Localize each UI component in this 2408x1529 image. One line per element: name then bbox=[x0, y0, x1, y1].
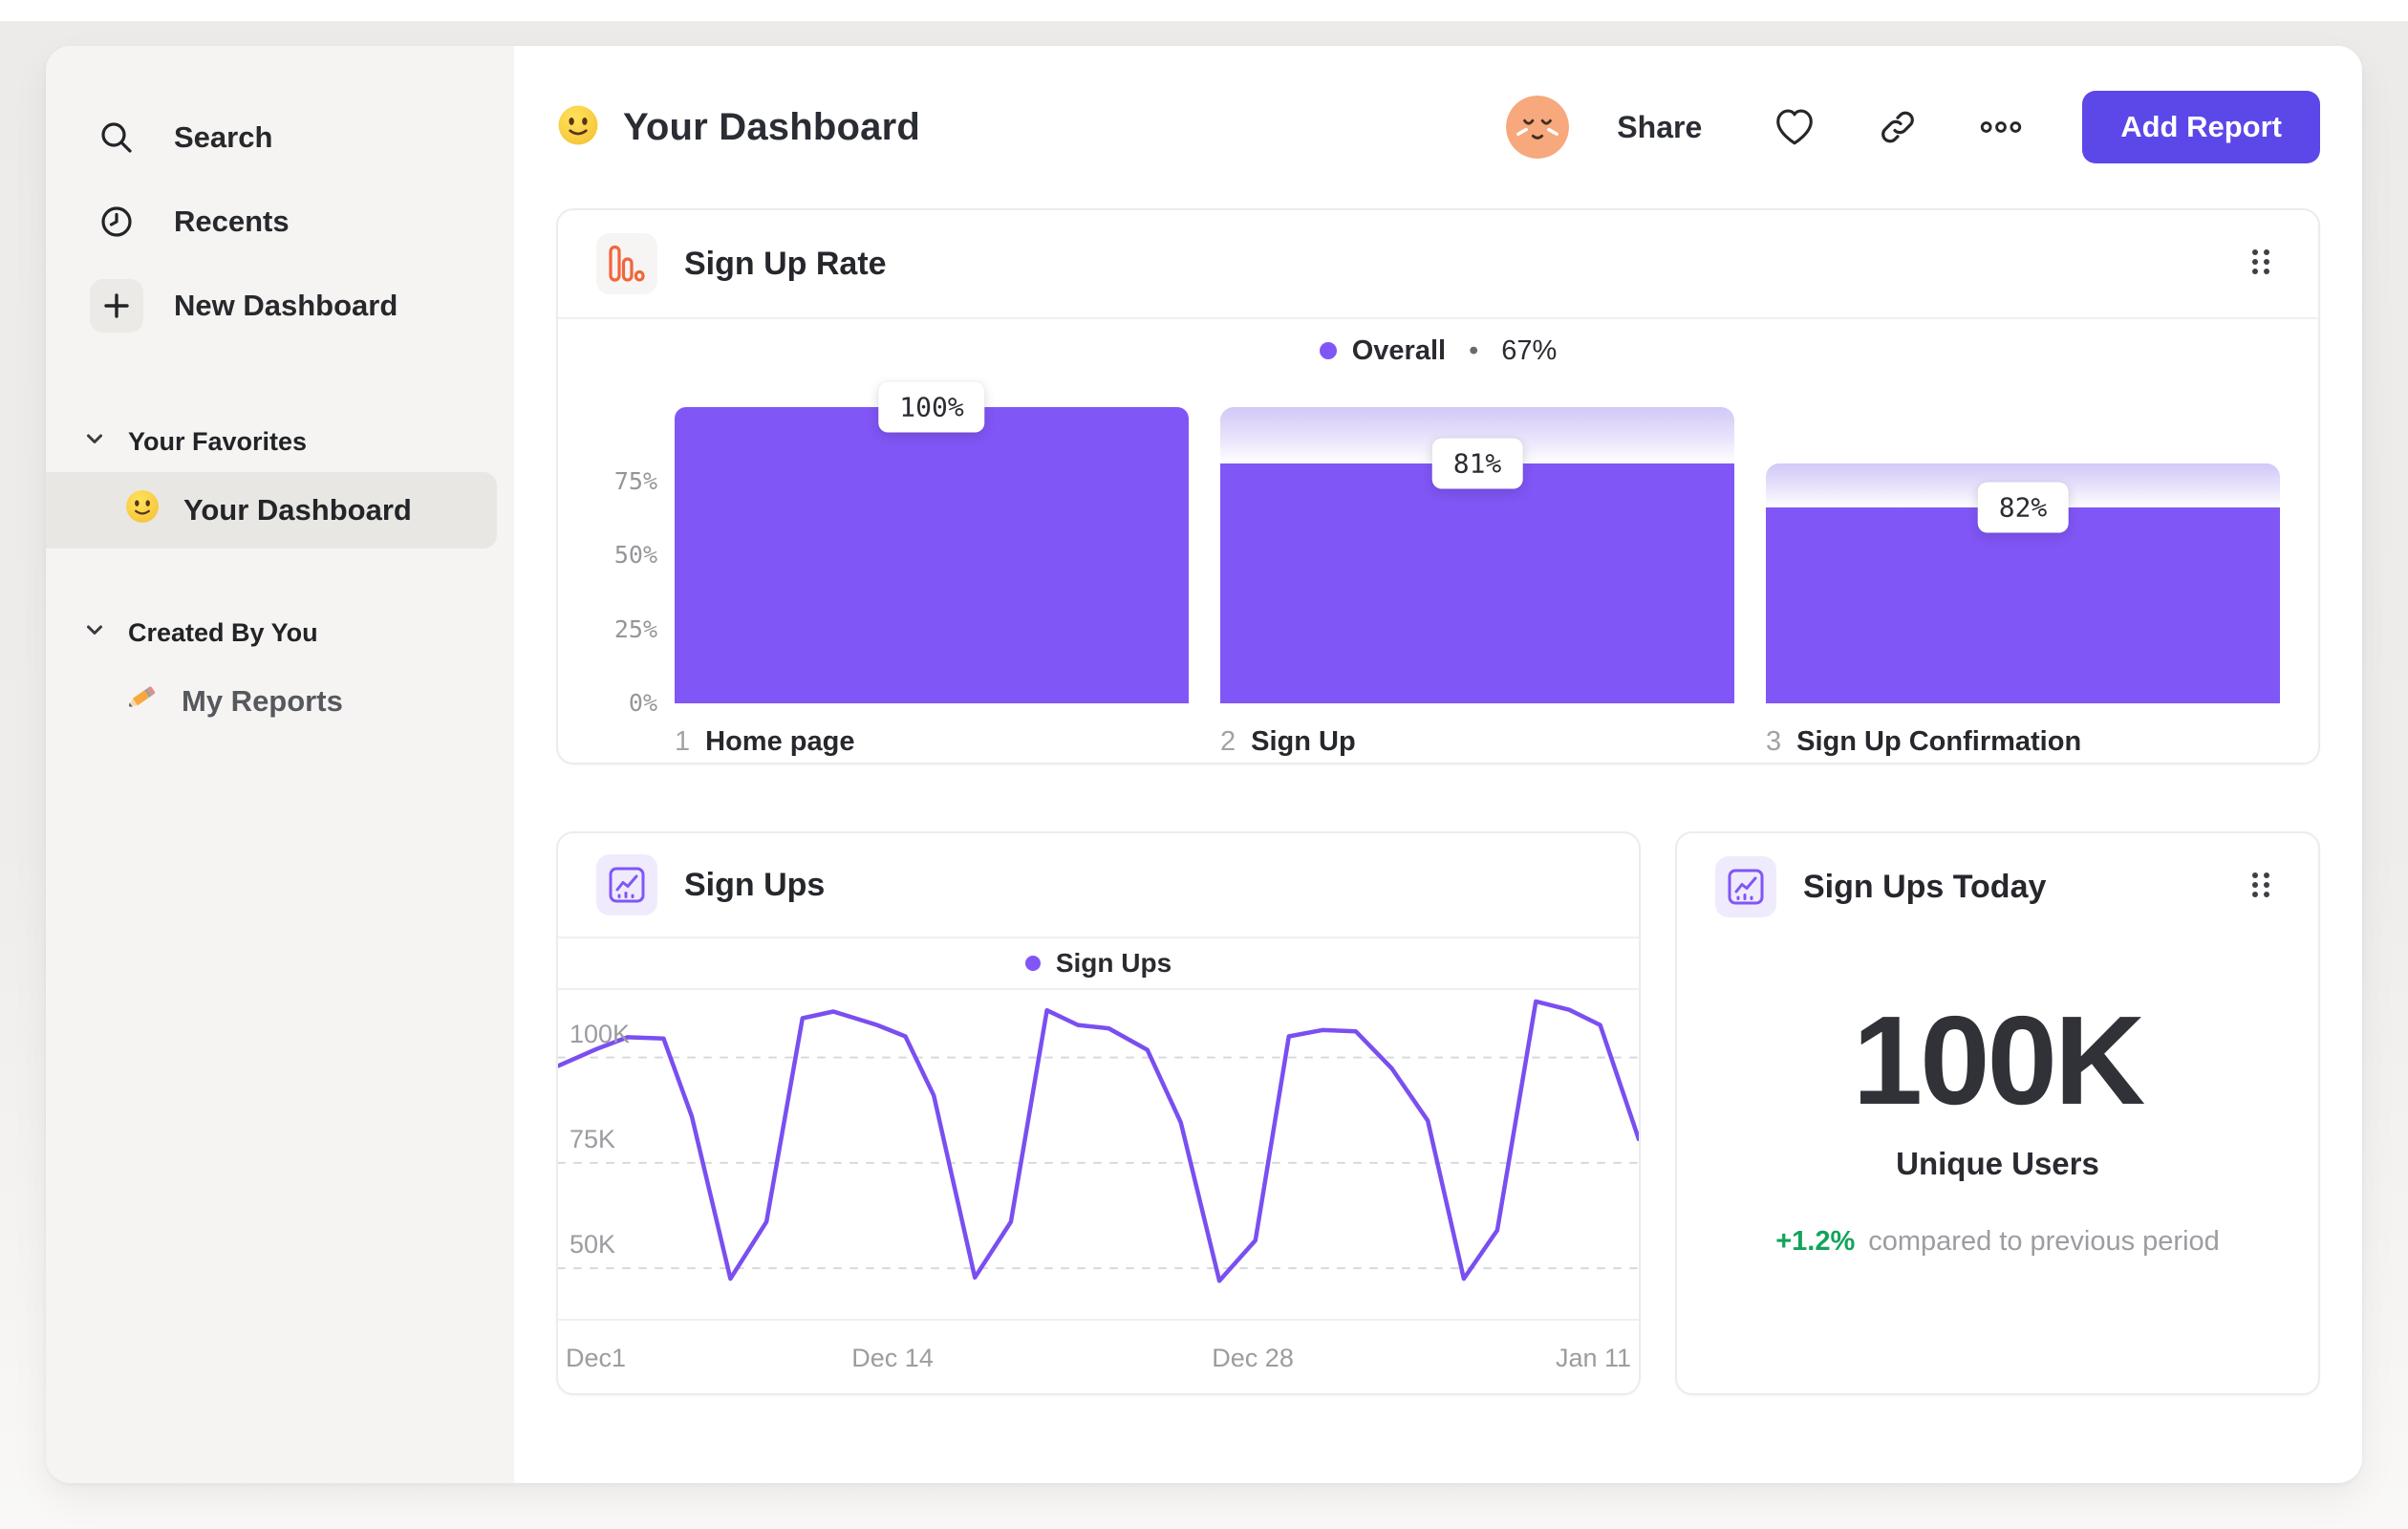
funnel-chart: 75% 50% 25% 0% 100% 1 Home pag bbox=[558, 381, 2318, 758]
sidebar-section-created-by-you[interactable]: Created By You bbox=[46, 602, 514, 663]
sidebar: Search Recents New Dashboard Your Favori… bbox=[46, 46, 514, 1483]
step-label: Home page bbox=[705, 726, 855, 757]
y-grid-label: 50K bbox=[570, 1230, 616, 1260]
window-top-strip bbox=[0, 0, 2408, 21]
funnel-bar bbox=[1220, 463, 1734, 703]
step-index: 1 bbox=[675, 726, 691, 757]
x-tick-label: Jan 11 bbox=[1555, 1344, 1631, 1372]
legend-swatch bbox=[1024, 956, 1041, 971]
card-title: Sign Ups bbox=[684, 866, 826, 903]
sidebar-item-your-dashboard[interactable]: Your Dashboard bbox=[46, 472, 497, 549]
funnel-step-sign-up[interactable]: 81% 2 Sign Up bbox=[1220, 407, 1734, 758]
divider bbox=[558, 317, 2318, 319]
main-content: Your Dashboard Share bbox=[514, 46, 2362, 1483]
y-tick-label: 75% bbox=[613, 466, 657, 495]
sidebar-item-label: Your Dashboard bbox=[183, 493, 412, 527]
legend-separator: • bbox=[1469, 334, 1479, 366]
card-title: Sign Ups Today bbox=[1803, 868, 2047, 905]
line-chart-icon bbox=[1715, 856, 1776, 917]
legend-value: 67% bbox=[1501, 334, 1558, 366]
sidebar-item-label: Recents bbox=[174, 205, 290, 238]
y-tick-label: 0% bbox=[628, 689, 657, 717]
x-tick-label: Dec 28 bbox=[1212, 1344, 1294, 1372]
legend-label: Sign Ups bbox=[1055, 948, 1172, 978]
x-tick-label: Dec1 bbox=[566, 1344, 627, 1372]
dashboard-title-emoji bbox=[556, 103, 600, 152]
section-label: Your Favorites bbox=[128, 426, 308, 456]
kpi-delta-note: compared to previous period bbox=[1868, 1226, 2220, 1257]
page-title: Your Dashboard bbox=[623, 105, 920, 148]
share-button[interactable]: Share bbox=[1617, 109, 1703, 144]
card-sign-ups-today: Sign Ups Today 100K Unique Users +1.2% bbox=[1675, 831, 2320, 1395]
line-plot: 100K 75K 50K bbox=[558, 990, 1639, 1319]
line-chart-icon bbox=[596, 854, 657, 915]
step-index: 3 bbox=[1766, 726, 1782, 757]
sidebar-section-your-favorites[interactable]: Your Favorites bbox=[46, 411, 514, 472]
sidebar-item-label: New Dashboard bbox=[174, 289, 398, 322]
kpi-value: 100K bbox=[1852, 990, 2146, 1131]
card-title: Sign Up Rate bbox=[684, 245, 887, 282]
smiley-emoji bbox=[124, 488, 161, 532]
avatar[interactable] bbox=[1506, 96, 1570, 159]
step-index: 2 bbox=[1220, 726, 1236, 757]
conversion-badge: 81% bbox=[1431, 438, 1523, 489]
funnel-legend: Overall • 67% bbox=[558, 319, 2318, 382]
y-grid-label: 100K bbox=[570, 1019, 631, 1048]
funnel-bars-icon bbox=[596, 233, 657, 294]
page-header: Your Dashboard Share bbox=[556, 46, 2320, 208]
y-grid-label: 75K bbox=[570, 1124, 616, 1153]
link-icon[interactable] bbox=[1876, 105, 1920, 149]
app-window: Search Recents New Dashboard Your Favori… bbox=[46, 46, 2362, 1483]
pencil-emoji bbox=[124, 680, 159, 722]
sidebar-item-label: Search bbox=[174, 120, 273, 154]
chevron-down-icon bbox=[82, 617, 107, 649]
line-x-axis: Dec1 Dec 14 Dec 28 Jan 11 bbox=[558, 1319, 1639, 1393]
kpi-label: Unique Users bbox=[1896, 1146, 2099, 1181]
sidebar-item-my-reports[interactable]: My Reports bbox=[46, 663, 497, 740]
line-legend: Sign Ups bbox=[558, 937, 1639, 990]
funnel-step-home-page[interactable]: 100% 1 Home page bbox=[675, 381, 1189, 758]
drag-handle-icon[interactable] bbox=[2242, 239, 2280, 290]
sidebar-item-label: My Reports bbox=[182, 684, 343, 718]
search-icon bbox=[90, 111, 143, 164]
funnel-bar bbox=[1766, 507, 2280, 703]
funnel-step-sign-up-confirmation[interactable]: 82% 3 Sign Up Confirmation bbox=[1766, 407, 2280, 758]
chevron-down-icon bbox=[82, 426, 107, 458]
header-actions: Share bbox=[1506, 91, 2320, 163]
legend-swatch bbox=[1319, 342, 1337, 359]
clock-icon bbox=[90, 195, 143, 248]
conversion-badge: 82% bbox=[1977, 482, 2069, 533]
add-report-button[interactable]: Add Report bbox=[2082, 91, 2320, 163]
sidebar-item-new-dashboard[interactable]: New Dashboard bbox=[46, 264, 514, 348]
y-tick-label: 50% bbox=[613, 541, 657, 569]
more-horizontal-icon[interactable] bbox=[1979, 105, 2023, 149]
conversion-badge: 100% bbox=[878, 381, 985, 433]
sidebar-item-recents[interactable]: Recents bbox=[46, 180, 514, 264]
section-label: Created By You bbox=[128, 617, 318, 647]
card-sign-up-rate: Sign Up Rate Overall • 67% 75% bbox=[556, 208, 2320, 764]
drag-handle-icon[interactable] bbox=[2242, 862, 2280, 913]
legend-label: Overall bbox=[1351, 334, 1447, 366]
funnel-y-axis: 75% 50% 25% 0% bbox=[558, 407, 675, 718]
step-label: Sign Up Confirmation bbox=[1796, 726, 2082, 757]
y-tick-label: 25% bbox=[613, 614, 657, 643]
kpi-body: 100K Unique Users +1.2% compared to prev… bbox=[1677, 940, 2318, 1393]
funnel-bar bbox=[675, 407, 1189, 703]
kpi-delta-value: +1.2% bbox=[1775, 1226, 1856, 1257]
sidebar-item-search[interactable]: Search bbox=[46, 96, 514, 180]
x-tick-label: Dec 14 bbox=[851, 1344, 934, 1372]
heart-icon[interactable] bbox=[1773, 105, 1817, 149]
plus-icon bbox=[90, 279, 143, 333]
card-sign-ups: Sign Ups Sign Ups 100K 75K 50K Dec1 Dec … bbox=[556, 831, 1641, 1395]
step-label: Sign Up bbox=[1251, 726, 1356, 757]
